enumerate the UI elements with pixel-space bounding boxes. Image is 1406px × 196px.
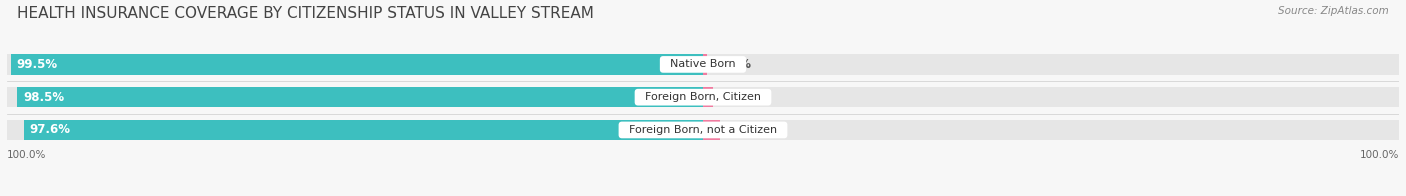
Text: 2.4%: 2.4% xyxy=(723,123,756,136)
Bar xyxy=(17,87,703,107)
Bar xyxy=(703,54,1399,74)
Text: Native Born: Native Born xyxy=(664,59,742,69)
Text: Foreign Born, Citizen: Foreign Born, Citizen xyxy=(638,92,768,102)
Text: 99.5%: 99.5% xyxy=(15,58,58,71)
Text: 97.6%: 97.6% xyxy=(30,123,70,136)
Text: HEALTH INSURANCE COVERAGE BY CITIZENSHIP STATUS IN VALLEY STREAM: HEALTH INSURANCE COVERAGE BY CITIZENSHIP… xyxy=(17,6,593,21)
Text: 100.0%: 100.0% xyxy=(1360,150,1399,160)
Text: 100.0%: 100.0% xyxy=(7,150,46,160)
Bar xyxy=(7,120,703,140)
Bar xyxy=(10,54,703,74)
Text: Foreign Born, not a Citizen: Foreign Born, not a Citizen xyxy=(621,125,785,135)
Bar xyxy=(703,120,720,140)
Text: Source: ZipAtlas.com: Source: ZipAtlas.com xyxy=(1278,6,1389,16)
Text: 1.5%: 1.5% xyxy=(717,91,749,104)
Bar xyxy=(24,120,703,140)
Text: 98.5%: 98.5% xyxy=(22,91,65,104)
Text: 0.55%: 0.55% xyxy=(710,58,751,71)
Bar xyxy=(7,54,703,74)
Bar xyxy=(703,54,707,74)
Bar xyxy=(7,87,703,107)
Bar xyxy=(703,87,713,107)
Bar xyxy=(703,87,1399,107)
Bar xyxy=(703,120,1399,140)
